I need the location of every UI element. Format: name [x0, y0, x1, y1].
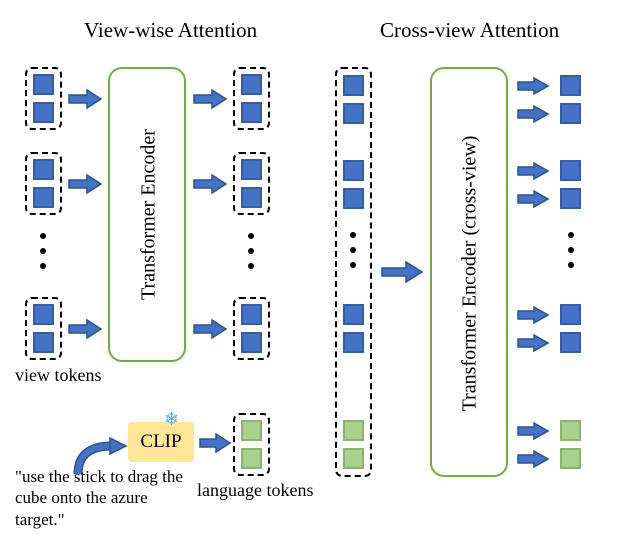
- arrow-icon: [516, 421, 550, 441]
- language-token: [241, 420, 262, 441]
- encoder1-label: Transformer Encoder: [138, 120, 161, 310]
- view-token: [343, 103, 364, 124]
- label-language-tokens: language tokens: [197, 480, 313, 501]
- diagram-canvas: View-wise Attention Cross-view Attention…: [0, 0, 636, 546]
- view-token: [33, 102, 54, 123]
- curved-arrow-icon: [72, 432, 130, 478]
- arrow-icon: [192, 88, 228, 110]
- label-view-tokens: view tokens: [15, 365, 101, 386]
- view-token: [33, 74, 54, 95]
- arrow-icon: [198, 432, 232, 454]
- view-token: [33, 187, 54, 208]
- title-crossview: Cross-view Attention: [380, 18, 559, 43]
- output-token: [560, 160, 581, 181]
- arrow-icon: [67, 88, 103, 110]
- output-token: [560, 448, 581, 469]
- output-token: [560, 420, 581, 441]
- output-token: [560, 103, 581, 124]
- vdots-icon: [568, 232, 574, 268]
- view-token: [241, 332, 262, 353]
- arrow-icon: [516, 104, 550, 124]
- view-token: [33, 159, 54, 180]
- arrow-icon: [192, 318, 228, 340]
- vdots-icon: [350, 232, 356, 268]
- view-token: [241, 304, 262, 325]
- output-token: [560, 304, 581, 325]
- view-token: [241, 74, 262, 95]
- view-token: [343, 332, 364, 353]
- vdots-icon: [248, 233, 254, 269]
- encoder2-label: Transformer Encoder (cross-view): [459, 124, 482, 424]
- output-token: [560, 332, 581, 353]
- language-token: [241, 448, 262, 469]
- arrow-icon: [516, 189, 550, 209]
- view-token: [241, 102, 262, 123]
- snowflake-icon: ❄: [164, 409, 179, 430]
- title-viewwise: View-wise Attention: [84, 18, 257, 43]
- vdots-icon: [40, 233, 46, 269]
- view-token: [343, 188, 364, 209]
- arrow-icon: [516, 333, 550, 353]
- view-token: [33, 304, 54, 325]
- arrow-icon: [380, 260, 424, 284]
- arrow-icon: [516, 76, 550, 96]
- view-token: [343, 304, 364, 325]
- view-token: [33, 332, 54, 353]
- arrow-icon: [67, 318, 103, 340]
- view-token: [343, 75, 364, 96]
- language-token: [343, 448, 364, 469]
- clip-module: CLIP: [128, 422, 194, 462]
- view-token: [241, 159, 262, 180]
- arrow-icon: [516, 161, 550, 181]
- arrow-icon: [516, 305, 550, 325]
- output-token: [560, 75, 581, 96]
- arrow-icon: [516, 449, 550, 469]
- arrow-icon: [192, 173, 228, 195]
- view-token: [241, 187, 262, 208]
- crossview-input-stack: [335, 67, 372, 477]
- view-token: [343, 160, 364, 181]
- language-token: [343, 420, 364, 441]
- clip-label: CLIP: [140, 431, 181, 453]
- output-token: [560, 188, 581, 209]
- arrow-icon: [67, 173, 103, 195]
